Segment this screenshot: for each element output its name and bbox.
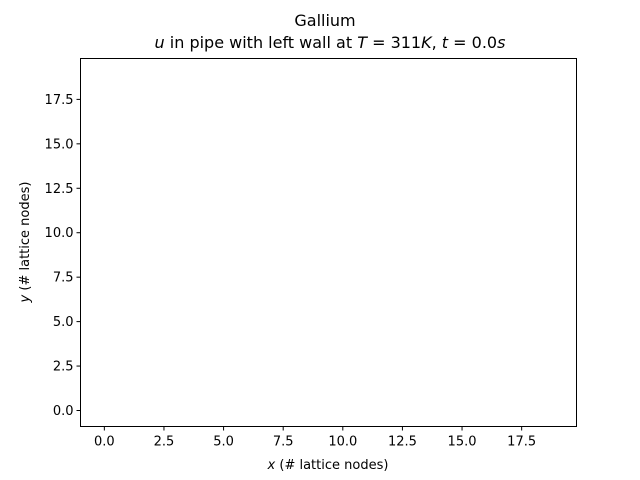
x-tick-label: 17.5 [507,435,536,450]
y-tick-label: 7.5 [53,271,74,286]
y-tick-label: 5.0 [53,315,74,330]
x-tick-label: 12.5 [388,435,417,450]
y-tick-label: 2.5 [53,360,74,375]
x-tick-label: 5.0 [213,435,234,450]
chart-subtitle: u in pipe with left wall at T = 311K, t … [155,33,506,52]
y-tick-label: 15.0 [45,137,74,152]
subtitle-comma: , [432,33,442,52]
subtitle-mid: in pipe with left wall at [165,33,358,52]
y-tick-label: 0.0 [53,404,74,419]
y-tick-label: 10.0 [45,226,74,241]
y-axis-label: y (# lattice nodes) [18,182,33,304]
y-tick-label: 17.5 [45,93,74,108]
subtitle-T-unit: K [421,33,433,52]
y-axis-ticks: 0.0 2.5 5.0 7.5 10.0 12.5 15.0 17.5 [45,93,81,419]
plot-area-frame [80,58,577,427]
chart-title: Gallium [294,11,355,30]
subtitle-t-value: = 0.0 [448,33,497,52]
x-axis-label: x (# lattice nodes) [267,458,389,473]
x-tick-label: 7.5 [273,435,294,450]
x-tick-label: 2.5 [154,435,175,450]
x-tick-label: 0.0 [94,435,115,450]
y-tick-label: 12.5 [45,182,74,197]
x-axis-ticks: 0.0 2.5 5.0 7.5 10.0 12.5 15.0 17.5 [94,426,536,450]
x-tick-label: 10.0 [328,435,357,450]
subtitle-t-unit: s [497,33,505,52]
subtitle-var: u [155,33,165,52]
subtitle-t-symbol: t [442,33,449,52]
subtitle-T-symbol: T [357,33,368,52]
subtitle-T-value: = 311 [367,33,421,52]
x-tick-label: 15.0 [448,435,477,450]
